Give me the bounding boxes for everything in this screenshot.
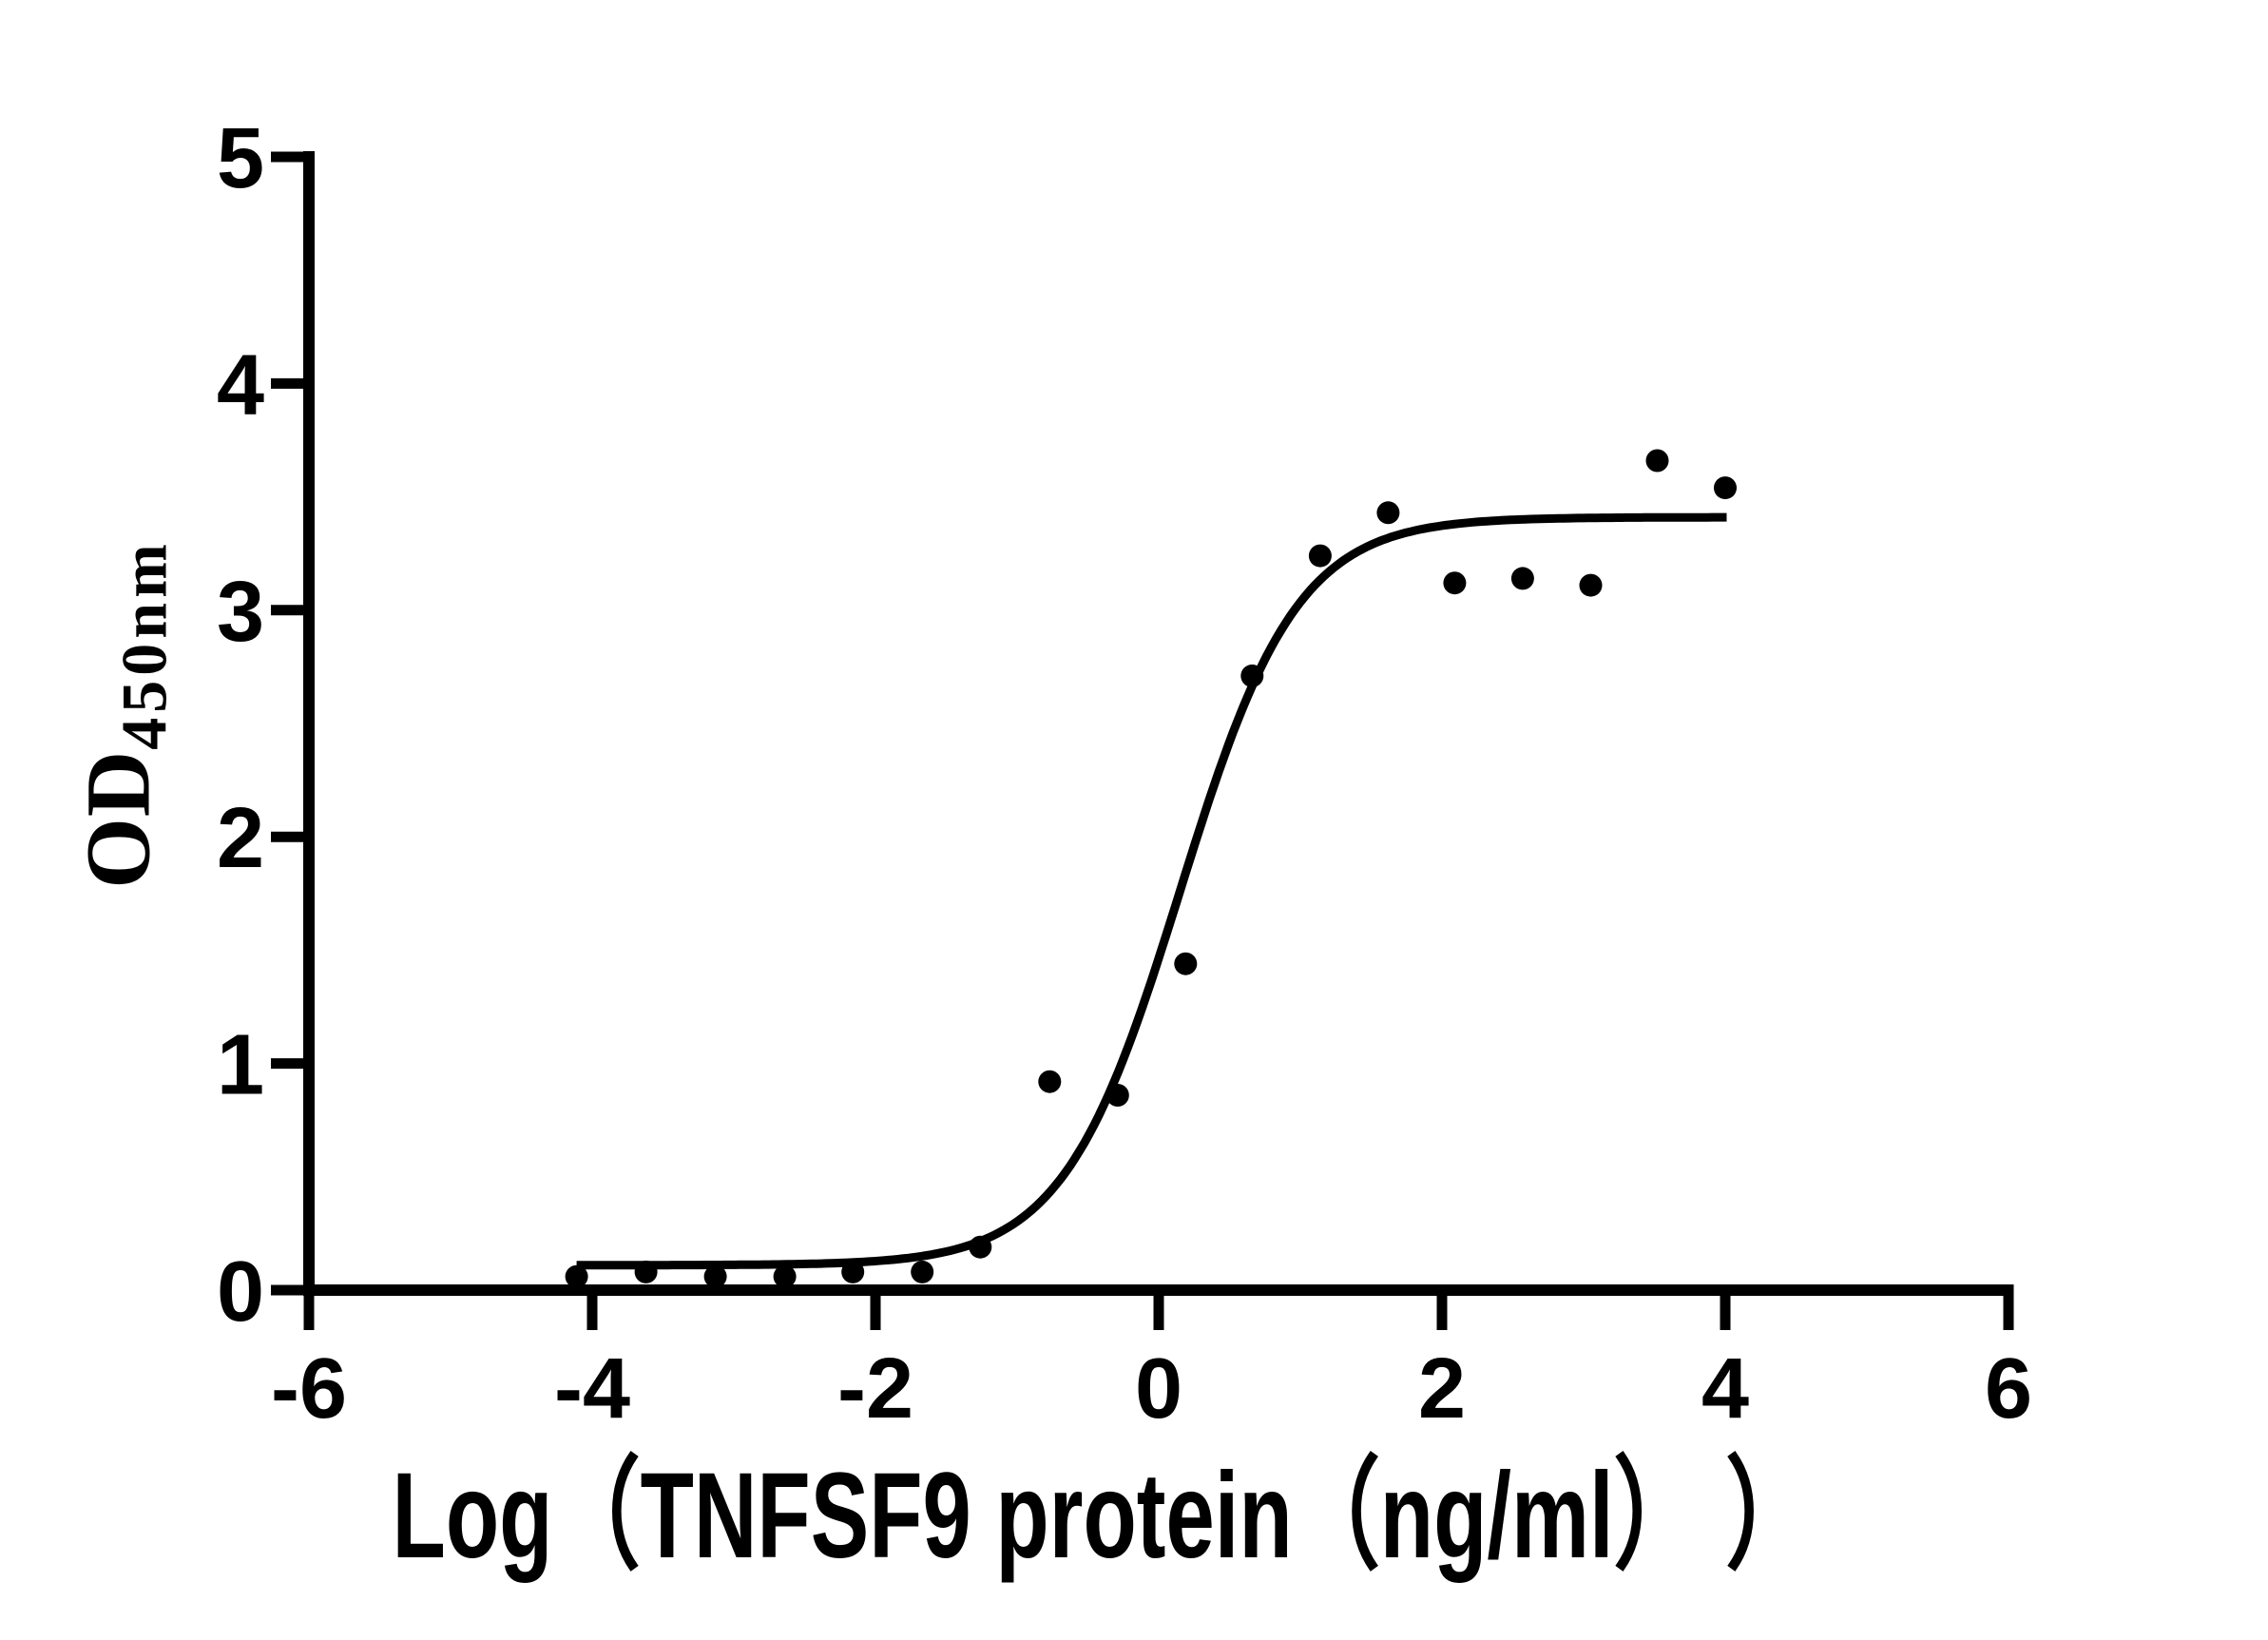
x-tick-label: 0 bbox=[1135, 1341, 1182, 1437]
x-tick-label: 6 bbox=[1985, 1341, 2032, 1437]
data-point bbox=[841, 1260, 865, 1283]
y-tick-label: 3 bbox=[217, 565, 264, 660]
y-tick-label: 5 bbox=[217, 111, 264, 206]
data-point bbox=[703, 1264, 727, 1288]
data-point bbox=[1038, 1070, 1062, 1093]
data-point bbox=[1579, 573, 1603, 597]
y-tick-label: 1 bbox=[217, 1018, 264, 1113]
data-point bbox=[1308, 544, 1332, 568]
x-tick-label: -4 bbox=[554, 1341, 630, 1437]
data-point bbox=[911, 1260, 934, 1283]
data-point bbox=[565, 1264, 588, 1288]
x-tick-label: -6 bbox=[271, 1341, 347, 1437]
y-axis-title-main: OD bbox=[67, 749, 169, 889]
data-point bbox=[1376, 501, 1400, 525]
x-tick-label: 4 bbox=[1701, 1341, 1749, 1437]
data-point bbox=[1240, 664, 1264, 687]
data-point bbox=[634, 1260, 658, 1283]
data-point bbox=[1714, 476, 1737, 500]
y-tick-label: 0 bbox=[217, 1244, 264, 1340]
x-tick-label: -2 bbox=[837, 1341, 913, 1437]
data-point bbox=[773, 1264, 797, 1288]
y-tick-label: 4 bbox=[217, 338, 264, 433]
x-tick-label: 2 bbox=[1418, 1341, 1466, 1437]
y-axis-title: OD450nm bbox=[67, 539, 181, 888]
data-point bbox=[1510, 567, 1534, 590]
y-tick-label: 2 bbox=[217, 791, 264, 886]
x-axis-title: Log（TNFSF9 protein（ng/ml） ） bbox=[392, 1448, 1814, 1584]
y-axis-title-subscript: 450nm bbox=[107, 539, 181, 750]
data-point bbox=[969, 1235, 992, 1259]
data-point bbox=[1645, 449, 1669, 473]
fit-curve bbox=[576, 512, 1727, 1270]
data-point bbox=[1443, 571, 1467, 595]
data-point bbox=[1174, 952, 1198, 975]
data-point bbox=[1105, 1084, 1129, 1107]
